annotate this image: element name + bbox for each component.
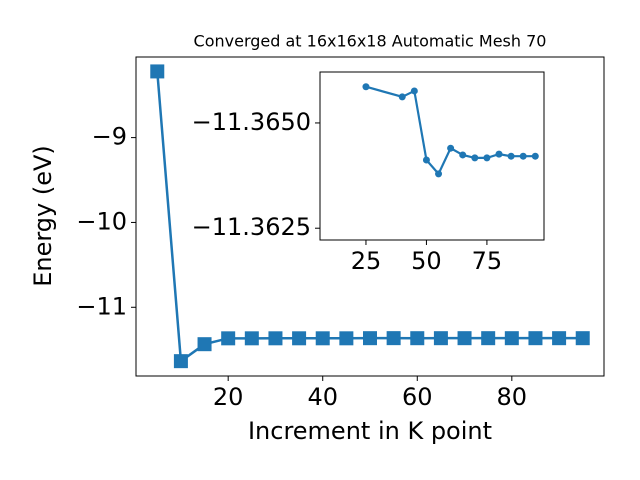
data-point — [173, 354, 188, 369]
data-point — [528, 331, 543, 346]
data-point — [471, 154, 479, 162]
y-tick-label: −11.3650 — [192, 108, 311, 136]
data-point — [483, 154, 491, 162]
plot-content — [150, 64, 590, 369]
data-point — [433, 331, 448, 346]
data-point — [575, 331, 590, 346]
data-point — [459, 151, 467, 159]
data-point — [244, 331, 259, 346]
plot-frame — [319, 71, 545, 241]
y-tick-label: −11.3625 — [192, 213, 311, 241]
x-axis-label: Increment in K point — [248, 417, 492, 445]
x-tick-label: 50 — [411, 247, 442, 275]
data-point — [422, 156, 430, 164]
x-tick-label: 80 — [497, 383, 528, 411]
x-tick-label: 75 — [472, 247, 503, 275]
data-point — [150, 64, 165, 79]
data-point — [268, 331, 283, 346]
data-point — [504, 331, 519, 346]
data-point — [495, 150, 503, 158]
data-point — [197, 337, 212, 352]
x-tick-label: 40 — [307, 383, 338, 411]
data-point — [410, 331, 425, 346]
data-point — [552, 331, 567, 346]
y-axis-label: Energy (eV) — [29, 145, 57, 287]
data-point — [531, 152, 539, 160]
plot-content — [362, 83, 539, 178]
data-point — [447, 144, 455, 152]
data-point — [292, 331, 307, 346]
data-point — [457, 331, 472, 346]
data-point — [481, 331, 496, 346]
data-point — [221, 331, 236, 346]
y-tick-label: −10 — [76, 207, 127, 235]
data-point — [410, 87, 418, 95]
data-point — [339, 331, 354, 346]
y-tick-label: −9 — [92, 123, 127, 151]
data-point — [398, 93, 406, 101]
data-point — [435, 170, 443, 178]
data-point — [507, 152, 515, 160]
chart-title: Converged at 16x16x18 Automatic Mesh 70 — [194, 32, 547, 51]
x-tick-label: 20 — [213, 383, 244, 411]
x-tick-label: 60 — [402, 383, 433, 411]
plot-frame — [135, 56, 605, 377]
data-point — [363, 331, 377, 346]
data-point — [519, 152, 527, 160]
data-point — [362, 83, 370, 91]
y-tick-label: −11 — [76, 292, 127, 320]
data-point — [386, 331, 401, 346]
data-point — [315, 331, 330, 346]
x-tick-label: 25 — [351, 247, 382, 275]
